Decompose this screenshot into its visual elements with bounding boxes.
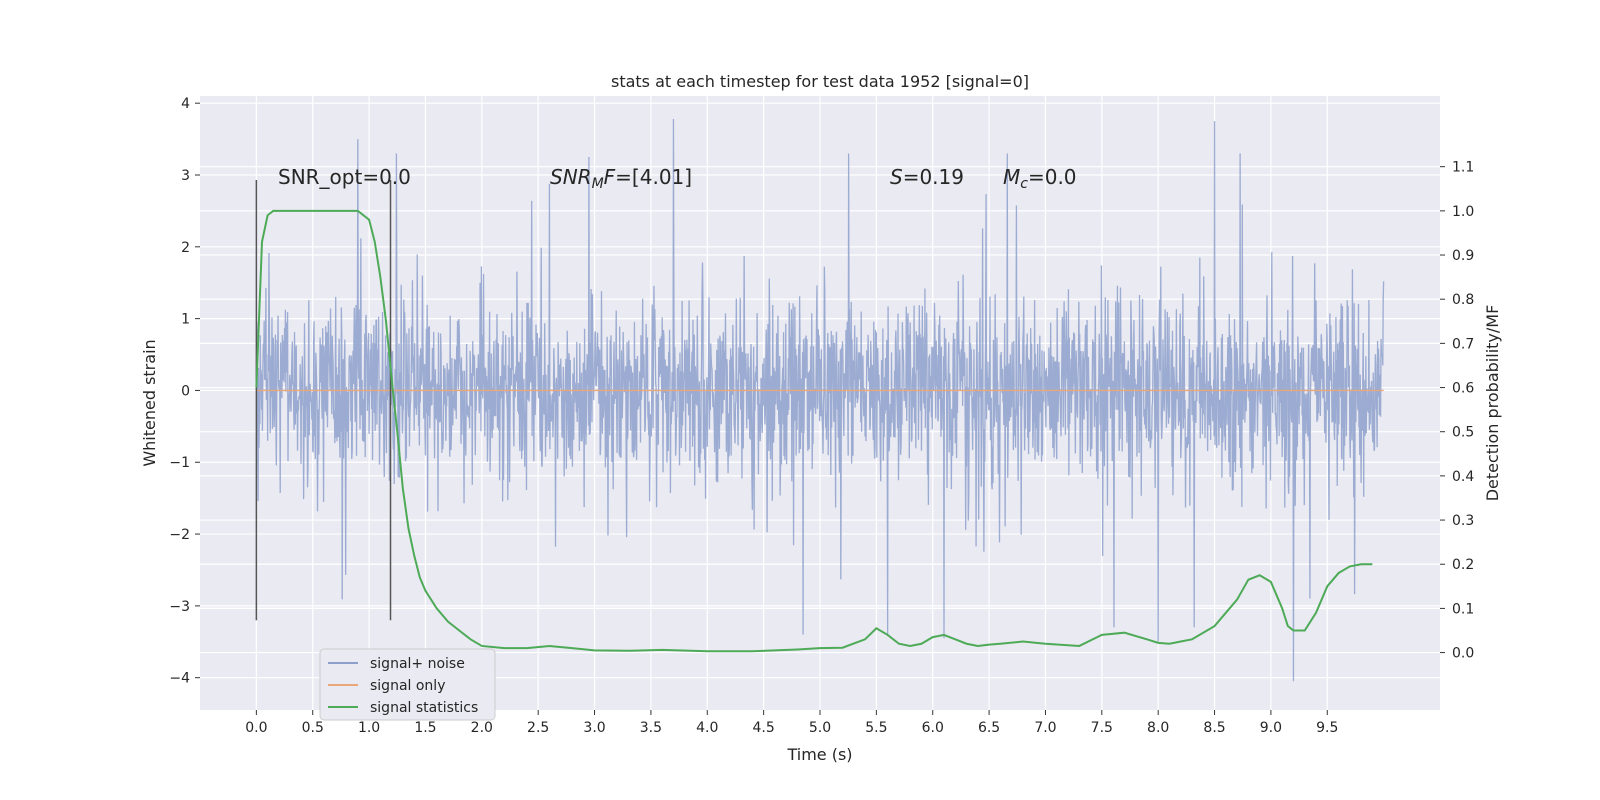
signal-noise-line xyxy=(255,118,1385,682)
legend-label-signal-only: signal only xyxy=(370,678,445,694)
legend-box xyxy=(319,648,496,721)
annotation-mc: Mc=0.0 xyxy=(1003,165,1077,192)
legend: signal+ noise signal only signal statist… xyxy=(319,648,496,721)
x-axis-ticks: 0.0 0.5 1.0 1.5 2.0 2.5 3.0 3.5 4.0 4.5 5.0 5.5 6.0 6… xyxy=(245,710,1338,736)
x-tick-label: 1.5 xyxy=(414,720,436,736)
y2-tick-label: 0.9 xyxy=(1452,248,1474,264)
chart-title: stats at each timestep for test data 195… xyxy=(611,72,1029,91)
y-tick-label: 4 xyxy=(181,96,190,112)
x-tick-label: 2.5 xyxy=(527,720,549,736)
y2-tick-label: 0.0 xyxy=(1452,646,1474,662)
y-tick-label: −1 xyxy=(169,455,190,471)
x-tick-label: 4.5 xyxy=(753,720,775,736)
y-tick-label: 1 xyxy=(181,312,190,328)
annotation-s: S=0.19 xyxy=(890,165,964,189)
y2-axis-label: Detection probability/MF xyxy=(1483,305,1502,502)
y-axis-ticks: 4 3 2 1 0 −1 −2 −3 −4 xyxy=(169,96,200,687)
y2-tick-label: 1.1 xyxy=(1452,160,1474,176)
legend-label-signal-statistics: signal statistics xyxy=(370,700,478,716)
x-tick-label: 7.5 xyxy=(1091,720,1113,736)
x-tick-label: 6.5 xyxy=(978,720,1000,736)
x-tick-label: 1.0 xyxy=(358,720,380,736)
vertical-markers xyxy=(255,180,392,621)
series-signal-statistics xyxy=(255,209,1373,653)
x-tick-label: 0.0 xyxy=(245,720,267,736)
x-tick-label: 0.5 xyxy=(302,720,324,736)
x-tick-label: 7.0 xyxy=(1034,720,1056,736)
signal-statistics-line xyxy=(255,209,1373,653)
y-tick-label: 2 xyxy=(181,240,190,256)
y2-tick-label: 1.0 xyxy=(1452,204,1474,220)
y2-tick-label: 0.4 xyxy=(1452,469,1474,485)
x-tick-label: 4.0 xyxy=(696,720,718,736)
y2-tick-label: 0.2 xyxy=(1452,557,1474,573)
y-tick-label: −2 xyxy=(169,527,190,543)
x-tick-label: 9.0 xyxy=(1260,720,1282,736)
x-tick-label: 9.5 xyxy=(1316,720,1338,736)
x-tick-label: 3.0 xyxy=(583,720,605,736)
x-tick-label: 2.0 xyxy=(471,720,493,736)
y2-tick-label: 0.3 xyxy=(1452,513,1474,529)
x-tick-label: 5.5 xyxy=(865,720,887,736)
y2-tick-label: 0.5 xyxy=(1452,425,1474,441)
x-tick-label: 8.0 xyxy=(1147,720,1169,736)
annotation-snr-opt: SNR_opt=0.0 xyxy=(278,165,411,189)
x-tick-label: 3.5 xyxy=(640,720,662,736)
y2-tick-label: 0.8 xyxy=(1452,292,1474,308)
y2-tick-label: 0.6 xyxy=(1452,381,1474,397)
x-tick-label: 6.0 xyxy=(922,720,944,736)
y2-tick-label: 0.1 xyxy=(1452,601,1474,617)
y-tick-label: 0 xyxy=(181,383,190,399)
y-tick-label: 3 xyxy=(181,168,190,184)
y2-tick-label: 0.7 xyxy=(1452,336,1474,352)
y-axis-label: Whitened strain xyxy=(140,339,159,466)
y-tick-label: −4 xyxy=(169,671,190,687)
y-tick-label: −3 xyxy=(169,599,190,615)
x-tick-label: 5.0 xyxy=(809,720,831,736)
y2-axis-ticks: 1.1 1.0 0.9 0.8 0.7 0.6 0.5 0.4 0.3 0.2 0.1 0.0 xyxy=(1440,160,1474,662)
x-tick-label: 8.5 xyxy=(1203,720,1225,736)
legend-label-signal-noise: signal+ noise xyxy=(370,656,465,672)
series-signal-noise xyxy=(255,118,1385,682)
x-axis-label: Time (s) xyxy=(786,745,852,764)
annotation-snr-mf: SNRMF=[4.01] xyxy=(550,165,692,192)
